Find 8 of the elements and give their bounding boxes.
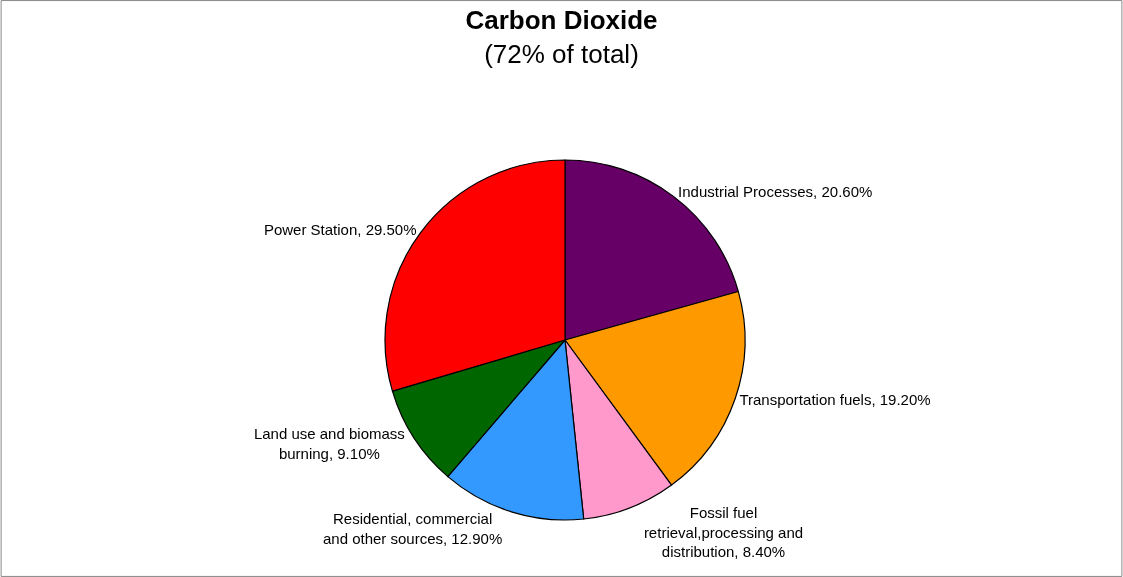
- slice-label: Land use and biomass burning, 9.10%: [253, 425, 405, 462]
- slice-label: Transportation fuels, 19.20%: [739, 391, 931, 409]
- chart-subtitle: (72% of total): [484, 38, 639, 69]
- slice-label: Fossil fuel retrieval,processing and distribution, 8.40%: [643, 504, 804, 561]
- slice-label: Residential, commercial and other sources, 12.90%: [322, 510, 503, 547]
- chart-title: Carbon Dioxide: [465, 4, 658, 35]
- slice-label: Industrial Processes, 20.60%: [678, 182, 873, 200]
- slice-label: Power Station, 29.50%: [263, 220, 417, 238]
